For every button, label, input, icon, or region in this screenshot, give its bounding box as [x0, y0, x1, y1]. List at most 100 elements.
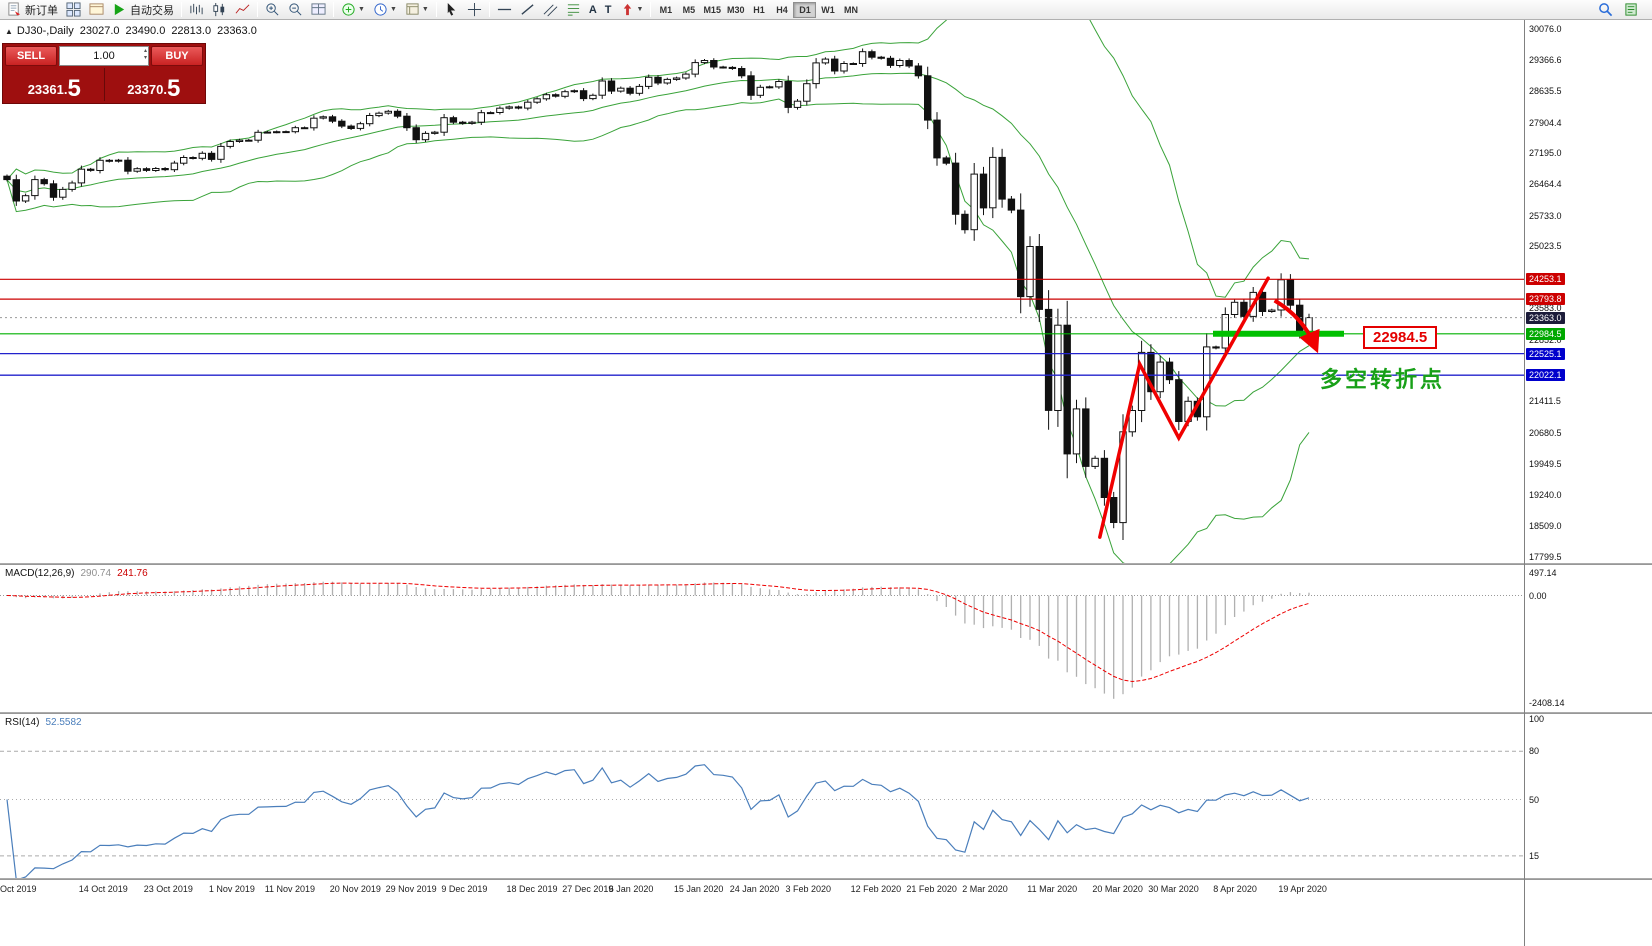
new-order-button[interactable]: 新订单 [3, 1, 62, 19]
crosshair-icon [467, 2, 482, 17]
new-order-button-label: 新订单 [25, 4, 58, 17]
timeframe-h4-button[interactable]: H4 [776, 4, 788, 15]
horizontal-line-button[interactable] [493, 1, 516, 19]
search-button[interactable] [1594, 1, 1617, 19]
rsi-value: 52.5582 [45, 717, 82, 728]
trend-zigzag[interactable] [1098, 276, 1270, 539]
trendline-button[interactable] [516, 1, 539, 19]
tile-windows-button[interactable] [307, 1, 330, 19]
rsi-label: RSI(14) [5, 717, 40, 728]
rsi-axis-label: 100 [1529, 714, 1545, 724]
bid-price[interactable]: 23361. 5 [5, 68, 105, 101]
toolbar-separator [181, 2, 182, 17]
timeframe-d1-button[interactable]: D1 [793, 1, 817, 18]
macd-axis-label: 0.00 [1529, 590, 1547, 601]
price-tag: 23793.8 [1526, 293, 1565, 306]
zoom-in-button[interactable] [261, 1, 284, 19]
quotes-row: 23361. 5 23370. 5 [5, 68, 203, 101]
main-chart-pane[interactable]: ▲ DJ30-,Daily 23027.0 23490.0 22813.0 23363.0… [0, 20, 1524, 563]
templates-button[interactable]: ▼ [401, 1, 433, 19]
timeframe-m15-button[interactable]: M15 [703, 4, 721, 15]
line-chart-icon [235, 2, 250, 17]
buy-button[interactable]: BUY [151, 46, 203, 66]
bar-chart-button[interactable] [185, 1, 208, 19]
macd-pane[interactable]: MACD(12,26,9) 290.74 241.76 [0, 565, 1524, 712]
date-label: 14 Oct 2019 [78, 884, 128, 894]
bid-main: 23361. [27, 82, 68, 97]
pane-divider[interactable] [0, 563, 1652, 565]
date-label: 29 Nov 2019 [385, 884, 437, 894]
line-chart-button[interactable] [231, 1, 254, 19]
date-label: 24 Jan 2020 [729, 884, 780, 894]
indicators-icon [341, 2, 356, 17]
tile-windows-icon [311, 2, 326, 17]
turning-point-note[interactable]: 多空转折点 [1320, 367, 1446, 392]
zoom-out-button[interactable] [284, 1, 307, 19]
periods-button[interactable]: ▼ [369, 1, 401, 19]
price-tick: 17799.5 [1529, 551, 1562, 562]
label-button-glyph: T [604, 3, 612, 16]
date-label: 30 Mar 2020 [1148, 884, 1199, 894]
timeframe-mn-button[interactable]: MN [843, 4, 858, 15]
timeframe-m30-button[interactable]: M30 [726, 4, 745, 15]
pane-divider[interactable] [0, 712, 1652, 714]
rsi-pane[interactable]: RSI(14) 52.5582 [0, 714, 1524, 878]
lot-size-field[interactable]: 1.00 ▴ ▾ [59, 46, 149, 66]
price-axis[interactable]: 30076.0 29366.6 28635.5 27904.4 27195.0 26464… [1525, 20, 1652, 946]
rsi-line [6, 764, 1310, 878]
crosshair-button[interactable] [463, 1, 486, 19]
down-arrow[interactable] [1273, 298, 1320, 354]
lot-spinner[interactable]: ▴ ▾ [144, 48, 147, 62]
sell-button[interactable]: SELL [5, 46, 57, 66]
one-click-trading-panel: SELL 1.00 ▴ ▾ BUY 23361. 5 23370. 5 [2, 43, 206, 104]
text-button[interactable]: A [585, 1, 601, 19]
arrows-button[interactable]: ▼ [616, 1, 648, 19]
date-label: Oct 2019 [0, 884, 37, 894]
macd-signal-value: 241.76 [117, 568, 148, 579]
candlestick-chart-button[interactable] [208, 1, 231, 19]
rsi-axis-label: 50 [1529, 794, 1540, 805]
collapse-one-click-icon[interactable]: ▲ [5, 27, 13, 36]
horizontal-line-icon [497, 2, 512, 17]
close-value: 23363.0 [217, 25, 257, 37]
toolbar: 新订单 自动交易 ▼ ▼ ▼ A T ▼ M1 M5 M15 M30 H1 H4 D1 W1 MN [0, 0, 1652, 20]
timeframe-h1-button[interactable]: H1 [753, 4, 765, 15]
autotrading-button[interactable]: 自动交易 [108, 1, 178, 19]
new-window-button[interactable] [1620, 1, 1643, 19]
macd-signal-line [6, 582, 1310, 683]
cursor-button[interactable] [440, 1, 463, 19]
rsi-axis-label: 80 [1529, 746, 1540, 757]
periods-icon [373, 2, 388, 17]
pane-divider[interactable] [0, 878, 1652, 880]
price-tick: 19240.0 [1529, 489, 1562, 500]
spin-up-icon[interactable]: ▴ [143, 48, 147, 54]
ask-pips: 5 [166, 75, 181, 102]
date-label: 1 Nov 2019 [208, 884, 255, 894]
channel-button[interactable] [539, 1, 562, 19]
chevron-down-icon: ▼ [636, 6, 644, 13]
indicators-button[interactable]: ▼ [337, 1, 369, 19]
chart-area: ▲ DJ30-,Daily 23027.0 23490.0 22813.0 23363.0… [0, 20, 1652, 946]
spin-down-icon[interactable]: ▾ [143, 55, 147, 61]
date-label: 11 Nov 2019 [264, 884, 316, 894]
time-axis[interactable]: Oct 2019 14 Oct 2019 23 Oct 2019 1 Nov 2019… [0, 880, 1524, 946]
price-callout[interactable]: 22984.5 [1363, 326, 1438, 349]
chart-windows-button[interactable] [62, 1, 85, 19]
price-tag: 22525.1 [1526, 347, 1565, 360]
ask-price[interactable]: 23370. 5 [105, 68, 204, 101]
fibonacci-button[interactable] [562, 1, 585, 19]
profiles-button[interactable] [85, 1, 108, 19]
label-button[interactable]: T [601, 1, 616, 19]
price-tick: 19949.5 [1529, 459, 1562, 470]
price-tick: 28635.5 [1529, 86, 1562, 97]
search-icon [1598, 2, 1613, 17]
date-label: 19 Apr 2020 [1278, 884, 1327, 894]
chart-windows-icon [66, 2, 81, 17]
date-label: 27 Dec 2019 [562, 884, 614, 894]
timeframe-w1-button[interactable]: W1 [821, 4, 835, 15]
timeframe-m1-button[interactable]: M1 [659, 4, 673, 15]
fibonacci-icon [566, 2, 581, 17]
timeframe-m5-button[interactable]: M5 [682, 4, 696, 15]
price-tick: 18509.0 [1529, 521, 1562, 532]
ask-main: 23370. [127, 82, 167, 97]
